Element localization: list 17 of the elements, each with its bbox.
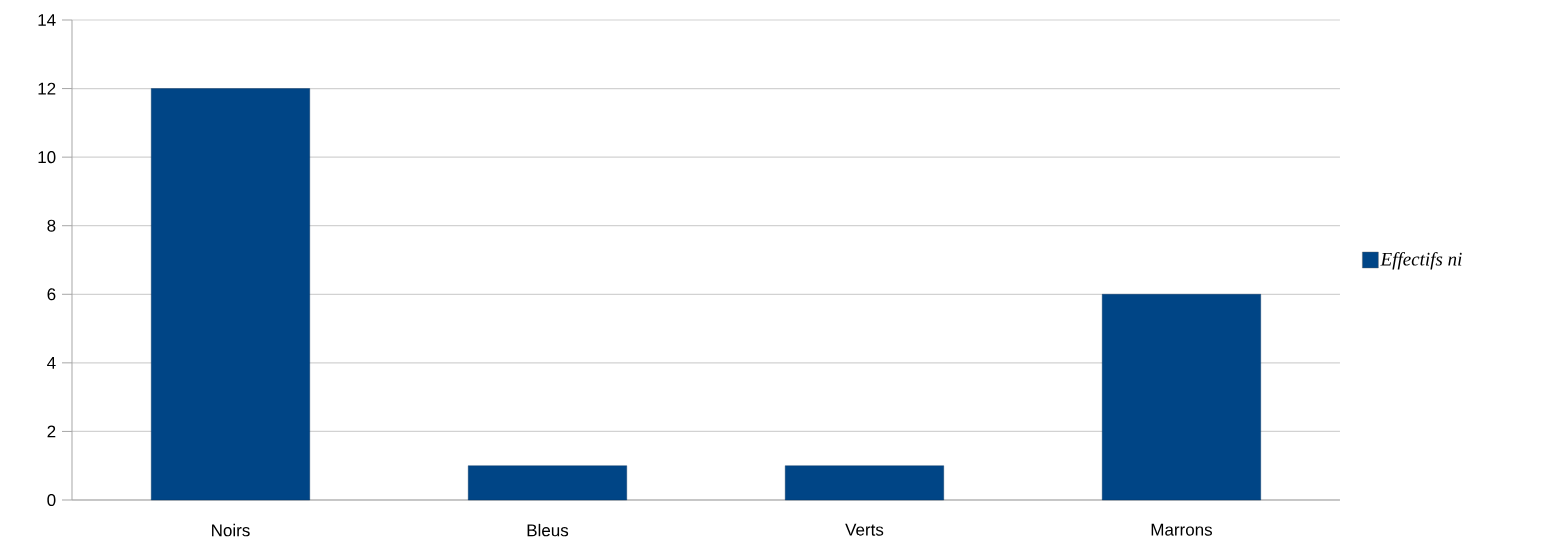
bar (468, 465, 627, 501)
x-tick-label: Marrons (1151, 523, 1213, 536)
x-tick-label: Bleus (527, 523, 569, 537)
y-tick-label: 6 (47, 288, 56, 301)
bar (1102, 294, 1261, 501)
y-tick-label: 12 (38, 82, 56, 95)
x-tick-label: Verts (845, 523, 884, 536)
y-tick-label: 0 (47, 493, 56, 507)
y-tick-label: 10 (38, 151, 56, 164)
y-tick-label: 2 (47, 425, 56, 438)
y-tick-label: 14 (38, 14, 56, 26)
bar (151, 88, 310, 501)
x-tick-label: Noirs (212, 523, 250, 537)
bar (785, 465, 944, 501)
y-tick-label: 8 (47, 219, 56, 232)
legend-label: Effectifs ni (1380, 252, 1462, 270)
y-tick-label: 4 (47, 357, 56, 369)
